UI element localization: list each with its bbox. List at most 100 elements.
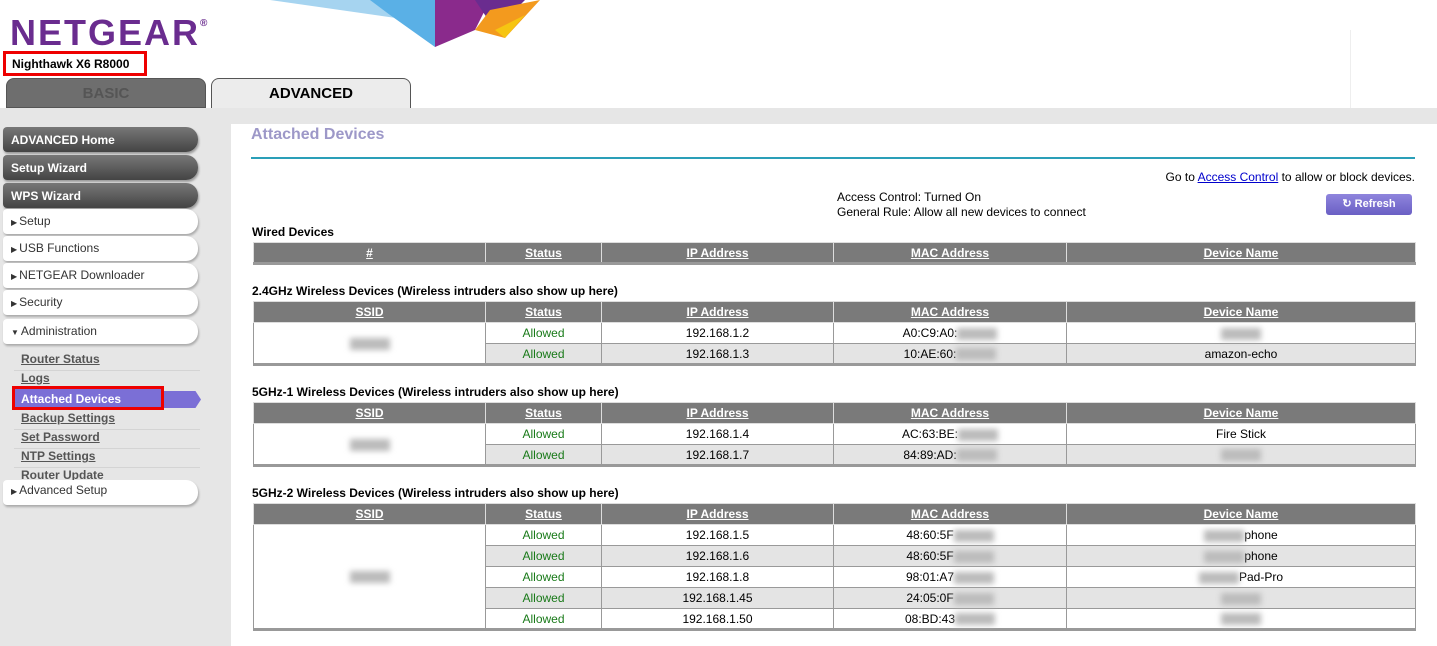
divider xyxy=(14,467,200,468)
sidebar-section-advanced-setup[interactable]: ▶ Advanced Setup xyxy=(3,480,198,505)
mac-visible: 48:60:5F xyxy=(906,549,954,563)
device-name: phone xyxy=(1244,549,1278,563)
column-header[interactable]: Device Name xyxy=(1066,503,1416,525)
redacted-ssid xyxy=(349,438,390,451)
redacted-name xyxy=(1221,327,1261,340)
table-row: Allowed 192.168.1.4 AC:63:BE: Fire Stick xyxy=(253,423,1416,466)
column-header[interactable]: IP Address xyxy=(601,402,834,424)
link-attached-devices[interactable]: Attached Devices xyxy=(12,386,164,410)
mac-visible: 84:89:AD: xyxy=(903,447,957,462)
device-name-cell xyxy=(1066,444,1416,466)
column-header[interactable]: Status xyxy=(485,301,602,323)
tab-strip xyxy=(0,108,1437,124)
section-title-wireless: 5GHz-1 Wireless Devices (Wireless intrud… xyxy=(252,385,619,399)
device-name-cell: phone xyxy=(1066,545,1416,567)
status-cell: Allowed xyxy=(485,545,602,567)
table-row: Allowed 192.168.1.45 24:05:0F xyxy=(254,587,1416,609)
device-name-cell: phone xyxy=(1066,524,1416,546)
column-header[interactable]: Device Name xyxy=(1066,402,1416,424)
sidebar-setup-wizard[interactable]: Setup Wizard xyxy=(3,155,198,180)
table-row: Allowed 192.168.1.3 10:AE:60: amazon-echo xyxy=(254,343,1416,365)
redacted-mac xyxy=(955,613,996,626)
sidebar-section-administration[interactable]: ▼ Administration xyxy=(3,319,198,344)
section-label: USB Functions xyxy=(19,241,100,255)
title-rule xyxy=(251,157,1415,159)
ip-cell: 192.168.1.5 xyxy=(601,524,834,546)
redacted-mac xyxy=(956,348,997,361)
table-header: # Status IP Address MAC Address Device N… xyxy=(253,242,1416,264)
redacted-mac xyxy=(956,449,997,462)
column-header[interactable]: Device Name xyxy=(1066,301,1416,323)
ip-cell: 192.168.1.6 xyxy=(601,545,834,567)
redacted-mac xyxy=(954,571,995,584)
mac-visible: A0:C9:A0: xyxy=(902,326,958,340)
link-ntp-settings[interactable]: NTP Settings xyxy=(21,449,96,463)
tab-advanced[interactable]: ADVANCED xyxy=(211,78,411,108)
redacted-name xyxy=(1221,613,1261,626)
mac-visible: 10:AE:60: xyxy=(903,346,957,361)
mac-cell: 24:05:0F xyxy=(833,587,1067,609)
status-cell: Allowed xyxy=(485,524,602,546)
column-header[interactable]: # xyxy=(253,242,486,264)
section-title-wireless: 5GHz-2 Wireless Devices (Wireless intrud… xyxy=(252,486,619,500)
column-header[interactable]: MAC Address xyxy=(833,242,1067,264)
access-control-note: Go to Access Control to allow or block d… xyxy=(1166,170,1415,184)
column-header[interactable]: IP Address xyxy=(601,301,834,323)
mac-visible: 08:BD:43 xyxy=(904,611,956,626)
refresh-button[interactable]: ↻ Refresh xyxy=(1326,194,1412,215)
column-header[interactable]: Status xyxy=(485,503,602,525)
sidebar-advanced-home[interactable]: ADVANCED Home xyxy=(3,127,198,152)
sidebar-section-downloader[interactable]: ▶ NETGEAR Downloader xyxy=(3,263,198,288)
wireless-devices-table: SSID Status IP Address MAC Address Device Na… xyxy=(253,503,1416,631)
column-header[interactable]: SSID xyxy=(253,503,486,525)
table-row: Allowed 192.168.1.2 A0:C9:A0: xyxy=(253,322,1416,365)
link-router-status[interactable]: Router Status xyxy=(21,352,100,366)
status-cell: Allowed xyxy=(485,566,602,588)
link-backup-settings[interactable]: Backup Settings xyxy=(21,411,116,425)
status-cell: Allowed xyxy=(485,423,602,445)
column-header[interactable]: SSID xyxy=(253,301,486,323)
column-header[interactable]: MAC Address xyxy=(833,301,1067,323)
table-header: SSID Status IP Address MAC Address Device Na… xyxy=(253,503,1416,525)
ip-cell: 192.168.1.2 xyxy=(601,322,834,344)
triangle-right-icon: ▶ xyxy=(11,218,18,227)
triangle-right-icon: ▶ xyxy=(11,272,18,281)
tab-basic[interactable]: BASIC xyxy=(6,78,206,108)
selected-arrow xyxy=(164,391,201,408)
triangle-right-icon: ▶ xyxy=(11,245,18,254)
column-header[interactable]: MAC Address xyxy=(833,503,1067,525)
column-header[interactable]: Device Name xyxy=(1066,242,1416,264)
access-status: Access Control: Turned On General Rule: A… xyxy=(837,190,1086,220)
table-row: Allowed 192.168.1.50 08:BD:43 xyxy=(254,608,1416,630)
link-set-password[interactable]: Set Password xyxy=(21,430,100,444)
column-header[interactable]: Status xyxy=(485,242,602,264)
redacted-name xyxy=(1204,529,1245,542)
sidebar-section-security[interactable]: ▶ Security xyxy=(3,290,198,315)
column-header[interactable]: IP Address xyxy=(601,503,834,525)
column-header[interactable]: SSID xyxy=(253,402,486,424)
section-title-wired: Wired Devices xyxy=(252,225,334,239)
mac-visible: 48:60:5F xyxy=(906,528,954,542)
mac-cell: 08:BD:43 xyxy=(833,608,1067,630)
wireless-devices-table: SSID Status IP Address MAC Address Device Na… xyxy=(253,402,1416,467)
redacted-ssid xyxy=(349,337,390,350)
section-label: Administration xyxy=(20,324,97,338)
column-header[interactable]: IP Address xyxy=(601,242,834,264)
column-header[interactable]: Status xyxy=(485,402,602,424)
link-router-update[interactable]: Router Update xyxy=(21,468,104,482)
sidebar-section-usb[interactable]: ▶ USB Functions xyxy=(3,236,198,261)
sidebar-section-setup[interactable]: ▶ Setup xyxy=(3,209,198,234)
redacted-name xyxy=(1198,571,1239,584)
ssid-cell xyxy=(253,524,486,630)
column-header[interactable]: MAC Address xyxy=(833,402,1067,424)
access-control-link[interactable]: Access Control xyxy=(1197,170,1279,184)
triangle-right-icon: ▶ xyxy=(11,299,18,308)
sidebar-wps-wizard[interactable]: WPS Wizard xyxy=(3,183,198,208)
divider xyxy=(1350,30,1351,108)
mac-cell: 48:60:5F xyxy=(833,545,1067,567)
redacted-mac xyxy=(953,529,994,542)
ip-cell: 192.168.1.3 xyxy=(601,343,834,365)
link-logs[interactable]: Logs xyxy=(21,371,50,385)
section-label: Advanced Setup xyxy=(19,483,108,497)
device-name-cell xyxy=(1066,608,1416,630)
